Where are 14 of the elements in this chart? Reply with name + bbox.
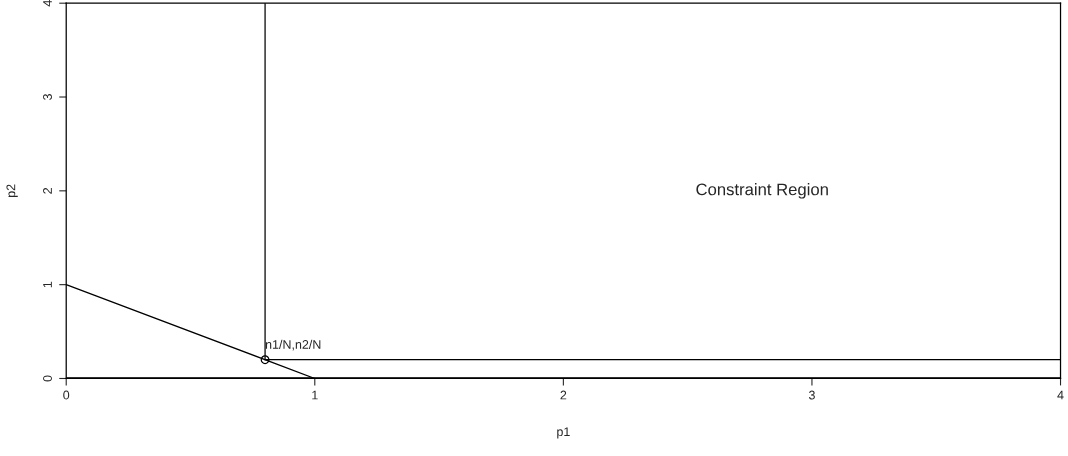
y-tick-label: 2 [43,187,52,194]
x-tick-label: 4 [1057,390,1064,400]
x-tick-label: 1 [312,390,318,400]
y-tick-label: 3 [43,94,52,101]
y-tick-label: 0 [43,375,52,382]
x-axis-title: p1 [557,427,570,439]
annotation: n1/N,n2/N [265,339,321,351]
y-axis-title: p2 [6,184,18,197]
x-tick-label: 0 [63,390,70,400]
x-tick-label: 2 [560,390,567,400]
y-tick-label: 4 [43,0,52,7]
annotation: Constraint Region [696,183,828,199]
y-tick-label: 1 [43,281,52,288]
x-tick-label: 3 [808,390,815,400]
